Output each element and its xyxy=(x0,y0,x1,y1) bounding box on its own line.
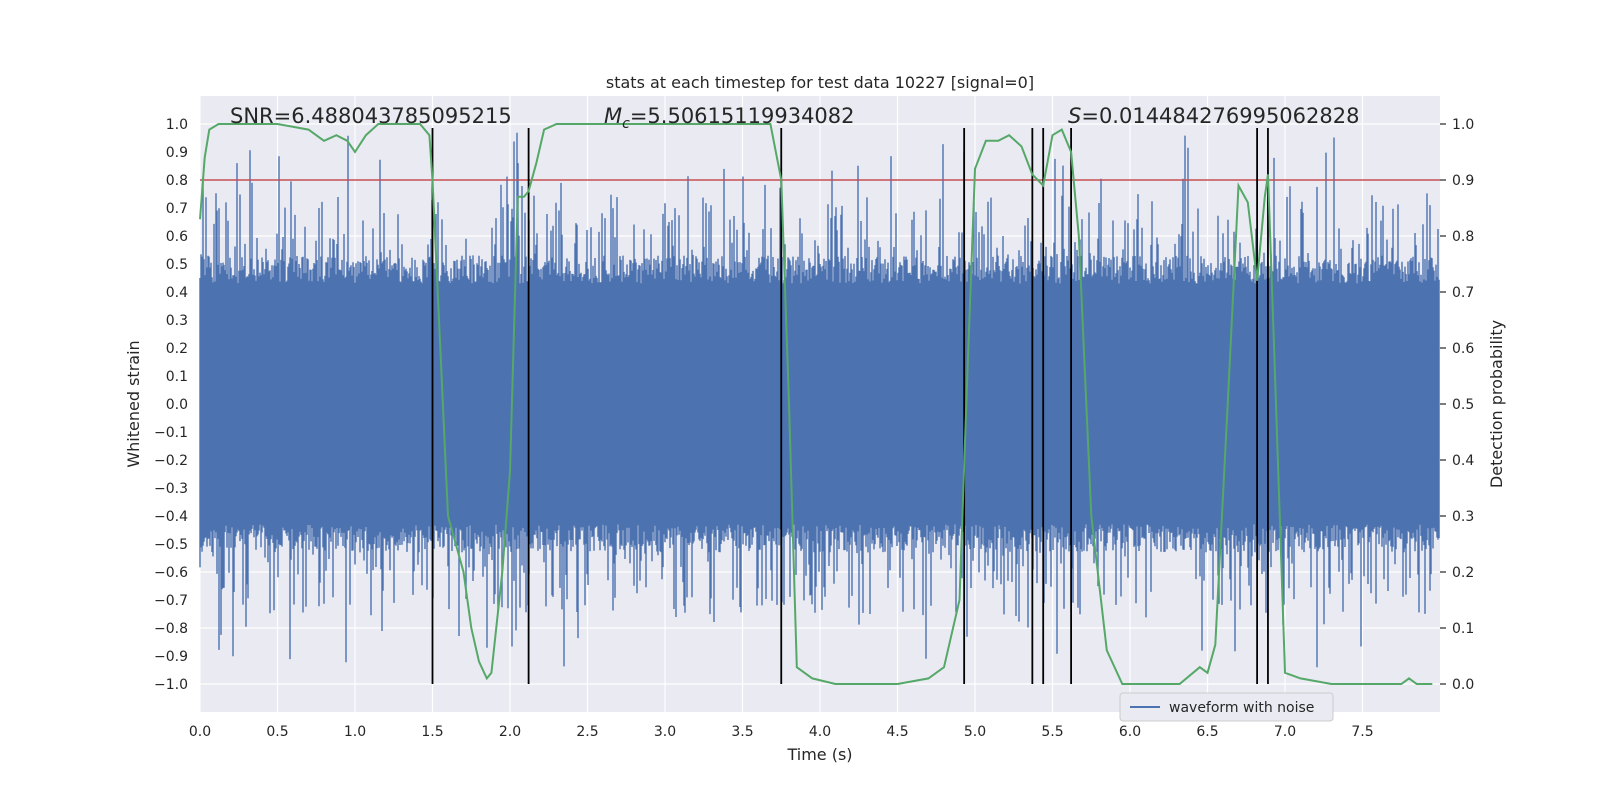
y-tick-label: −0.9 xyxy=(154,649,188,665)
x-tick-label: 2.0 xyxy=(499,724,521,740)
chirp-mass-value: =5.50615119934082 xyxy=(630,104,855,128)
x-tick-label: 3.0 xyxy=(654,724,676,740)
x-tick-label: 1.0 xyxy=(344,724,366,740)
y-tick-label: 0.9 xyxy=(166,145,188,161)
probability-line xyxy=(199,123,1433,685)
snr-annotation: SNR=6.488043785095215 xyxy=(230,104,512,128)
y-tick-label: 0.6 xyxy=(166,229,188,245)
y-tick-label: −0.6 xyxy=(154,565,188,581)
x-tick-label: 3.5 xyxy=(731,724,753,740)
y-tick-label: 0.5 xyxy=(166,257,188,273)
s-value: =0.014484276995062828 xyxy=(1081,104,1359,128)
y-tick-label: 0.1 xyxy=(166,369,188,385)
vertical-lines xyxy=(431,128,1269,684)
legend-box xyxy=(1119,692,1334,722)
y2-axis-label: Detection probability xyxy=(1487,320,1506,488)
x-tick-label: 5.0 xyxy=(964,724,986,740)
x-tick-label: 1.5 xyxy=(421,724,443,740)
y-tick-label: −1.0 xyxy=(154,677,188,693)
y2-tick-label: 0.8 xyxy=(1452,229,1474,245)
y-tick-label: −0.4 xyxy=(154,509,188,525)
x-axis-label: Time (s) xyxy=(786,745,852,764)
y2-tick-label: 1.0 xyxy=(1452,117,1474,133)
y-tick-labels: 1.0 0.9 0.8 0.7 0.6 0.5 0.4 0.3 0.2 0.1 0.0 −0.1 −0.… xyxy=(154,117,188,693)
x-tick-labels: 0.0 0.5 1.0 1.5 2.0 2.5 3.0 3.5 4.0 4.5 5.0 5.5 6.0 6… xyxy=(189,724,1374,740)
y-tick-label: −0.7 xyxy=(154,593,188,609)
y2-tick-label: 0.9 xyxy=(1452,173,1474,189)
y2-tick-label: 0.0 xyxy=(1452,677,1474,693)
legend: waveform with noise xyxy=(1119,692,1334,722)
y-tick-label: −0.5 xyxy=(154,537,188,553)
x-tick-label: 0.5 xyxy=(266,724,288,740)
y-tick-label: 0.2 xyxy=(166,341,188,357)
y2-tick-label: 0.2 xyxy=(1452,565,1474,581)
x-tick-label: 4.0 xyxy=(809,724,831,740)
x-tick-label: 0.0 xyxy=(189,724,211,740)
x-tick-label: 7.0 xyxy=(1274,724,1296,740)
chirp-mass-symbol: M xyxy=(604,104,622,128)
x-tick-label: 5.5 xyxy=(1041,724,1063,740)
y2-tick-label: 0.6 xyxy=(1452,341,1474,357)
s-symbol: S xyxy=(1068,104,1081,128)
chart-title: stats at each timestep for test data 102… xyxy=(606,73,1034,92)
y-tick-label: 0.4 xyxy=(166,285,188,301)
y-tick-label: 0.7 xyxy=(166,201,188,217)
x-tick-label: 2.5 xyxy=(576,724,598,740)
y-tick-label: 0.0 xyxy=(166,397,188,413)
y2-tick-label: 0.4 xyxy=(1452,453,1474,469)
legend-entry-waveform: waveform with noise xyxy=(1169,700,1314,716)
y-tick-label: −0.8 xyxy=(154,621,188,637)
y-axis-label: Whitened strain xyxy=(124,340,143,467)
y2-tick-label: 0.5 xyxy=(1452,397,1474,413)
y-tick-label: 1.0 xyxy=(166,117,188,133)
chirp-mass-subscript: c xyxy=(622,116,630,132)
x-tick-label: 6.0 xyxy=(1119,724,1141,740)
probability-series xyxy=(199,123,1433,685)
y-tick-label: −0.2 xyxy=(154,453,188,469)
s-annotation: S=0.014484276995062828 xyxy=(1068,104,1359,128)
y-tick-label: −0.3 xyxy=(154,481,188,497)
y-tick-label: −0.1 xyxy=(154,425,188,441)
y2-tick-label: 0.1 xyxy=(1452,621,1474,637)
y2-tick-labels: 1.0 0.9 0.8 0.7 0.6 0.5 0.4 0.3 0.2 0.1 0.0 xyxy=(1440,117,1474,693)
y2-tick-label: 0.7 xyxy=(1452,285,1474,301)
x-tick-label: 4.5 xyxy=(886,724,908,740)
waveform-series xyxy=(199,132,1440,668)
x-tick-label: 7.5 xyxy=(1351,724,1373,740)
waveform-line xyxy=(199,132,1440,668)
y-tick-label: 0.8 xyxy=(166,173,188,189)
y2-tick-label: 0.3 xyxy=(1452,509,1474,525)
y-tick-label: 0.3 xyxy=(166,313,188,329)
x-tick-label: 6.5 xyxy=(1196,724,1218,740)
chirp-mass-annotation: Mc=5.50615119934082 xyxy=(604,104,855,132)
